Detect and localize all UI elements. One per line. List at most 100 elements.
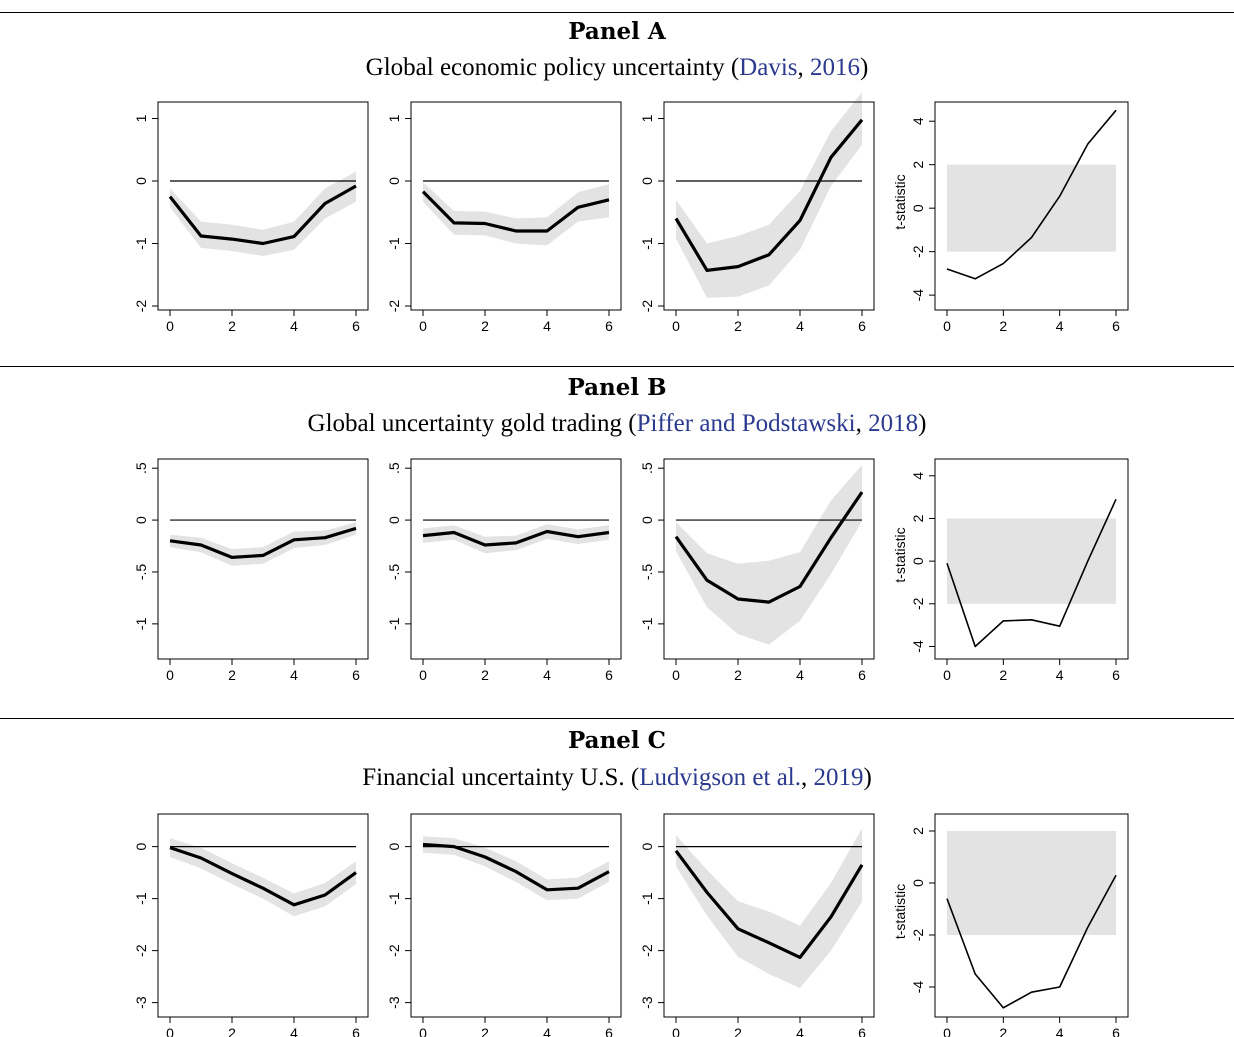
x-tick-label: 2 <box>734 667 742 683</box>
x-tick-label: 6 <box>605 667 613 683</box>
chart-7: 0 2 4 6 .5 0 -.5 -1 <box>639 458 875 683</box>
x-tick-label: 0 <box>672 667 680 683</box>
y-tick-label: -1 <box>386 617 402 630</box>
y-tick-label: -1 <box>133 892 149 905</box>
x-tick-label: 0 <box>943 667 951 683</box>
y-tick-label: 0 <box>910 204 926 212</box>
y-tick-label: 0 <box>639 177 655 185</box>
x-tick-label: 2 <box>228 1025 236 1037</box>
x-tick-label: 4 <box>543 667 551 683</box>
y-tick-label: -.5 <box>386 564 402 581</box>
x-tick-label: 2 <box>999 1025 1007 1037</box>
chart-12: 0 2 4 6 2 0 -2 -4 t-statistic <box>892 813 1129 1037</box>
plot-frame <box>934 813 1129 1018</box>
plot-frame <box>663 813 875 1018</box>
panel-b-subtitle: Global uncertainty gold trading (Piffer … <box>0 410 1234 438</box>
confidence-band <box>676 465 862 645</box>
y-tick-label: 2 <box>910 514 926 522</box>
x-tick-label: 0 <box>166 318 174 334</box>
x-tick-label: 6 <box>352 1025 360 1037</box>
plot-frame <box>410 458 622 660</box>
y-tick-label: -1 <box>639 617 655 630</box>
x-tick-label: 6 <box>352 667 360 683</box>
chart-9: 0 2 4 6 0 -1 -2 -3 <box>133 813 369 1037</box>
y-tick-label: -.5 <box>133 564 149 581</box>
y-tick-label: 1 <box>639 114 655 122</box>
y-tick-label: -2 <box>910 245 926 258</box>
y-tick-label: -3 <box>386 996 402 1009</box>
panel-c-subtitle-text: Financial uncertainty U.S. ( <box>362 764 640 791</box>
y-tick-label: -4 <box>910 640 926 653</box>
y-tick-label: -2 <box>386 300 402 313</box>
plot-frame <box>157 101 369 311</box>
panel-c-title: Panel C <box>568 727 666 754</box>
x-tick-label: 0 <box>166 667 174 683</box>
panel-b-citation-author[interactable]: Piffer and Podstawski <box>636 410 856 437</box>
chart-2: 0 2 4 6 1 0 -1 -2 <box>386 101 622 334</box>
x-tick-label: 0 <box>419 667 427 683</box>
y-tick-label: -2 <box>639 300 655 313</box>
chart-11: 0 2 4 6 0 -1 -2 -3 <box>639 813 875 1037</box>
y-axis-label: t-statistic <box>892 884 908 939</box>
panel-a-citation-year[interactable]: 2016 <box>810 54 860 81</box>
significance-band <box>947 164 1116 252</box>
x-tick-label: 0 <box>672 1025 680 1037</box>
y-tick-label: 1 <box>133 114 149 122</box>
y-tick-label: .5 <box>386 462 402 474</box>
x-tick-label: 0 <box>419 318 427 334</box>
y-tick-label: 0 <box>386 177 402 185</box>
x-tick-label: 6 <box>1112 1025 1120 1037</box>
plot-frame <box>934 101 1129 311</box>
x-tick-label: 4 <box>796 318 804 334</box>
x-tick-label: 6 <box>858 667 866 683</box>
panel-b-subtitle-sep: , <box>855 410 869 437</box>
x-tick-label: 6 <box>1112 318 1120 334</box>
x-tick-label: 2 <box>481 1025 489 1037</box>
panel-c-subtitle: Financial uncertainty U.S. (Ludvigson et… <box>0 764 1234 792</box>
panel-b-citation-year[interactable]: 2018 <box>868 410 919 437</box>
x-tick-label: 2 <box>999 667 1007 683</box>
x-tick-label: 0 <box>943 318 951 334</box>
y-tick-label: -2 <box>386 944 402 957</box>
y-tick-label: 1 <box>386 114 402 122</box>
y-tick-label: -1 <box>133 237 149 250</box>
x-tick-label: 4 <box>543 318 551 334</box>
x-tick-label: 6 <box>605 1025 613 1037</box>
panel-b-subtitle-close: ) <box>918 410 927 437</box>
chart-5: 0 2 4 6 .5 0 -.5 -1 <box>133 458 369 683</box>
confidence-band <box>170 838 356 917</box>
panel-a-title: Panel A <box>568 18 666 45</box>
chart-4: 0 2 4 6 4 2 0 -2 -4 t-statistic <box>892 101 1129 334</box>
panel-c-subtitle-close: ) <box>863 764 872 791</box>
confidence-band <box>676 92 862 298</box>
y-tick-label: -1 <box>386 892 402 905</box>
x-tick-label: 4 <box>796 667 804 683</box>
panel-c-citation-year[interactable]: 2019 <box>813 764 864 791</box>
x-tick-label: 0 <box>672 318 680 334</box>
x-tick-label: 4 <box>796 1025 804 1037</box>
chart-10: 0 2 4 6 0 -1 -2 -3 <box>386 813 622 1037</box>
panel-a-citation-author[interactable]: Davis <box>739 54 798 81</box>
x-tick-label: 4 <box>290 667 298 683</box>
y-tick-label: -1 <box>133 617 149 630</box>
x-tick-label: 6 <box>605 318 613 334</box>
y-tick-label: .5 <box>639 462 655 474</box>
y-tick-label: -3 <box>133 996 149 1009</box>
panel-c-citation-author[interactable]: Ludvigson et al. <box>639 764 801 791</box>
y-tick-label: -4 <box>910 289 926 302</box>
x-tick-label: 2 <box>228 667 236 683</box>
panel-b-title: Panel B <box>567 374 667 401</box>
y-tick-label: 0 <box>386 842 402 850</box>
panel-c-subtitle-sep: , <box>800 764 814 791</box>
panel-a-subtitle-close: ) <box>860 54 869 81</box>
y-tick-label: -1 <box>639 892 655 905</box>
y-tick-label: -2 <box>910 597 926 610</box>
panel-a-subtitle-text: Global economic policy uncertainty ( <box>365 54 740 81</box>
y-tick-label: 0 <box>639 516 655 524</box>
plot-frame <box>663 101 875 311</box>
confidence-band <box>676 828 862 988</box>
y-tick-label: 0 <box>133 516 149 524</box>
x-tick-label: 4 <box>1056 1025 1064 1037</box>
plot-frame <box>410 813 622 1018</box>
y-tick-label: 0 <box>639 842 655 850</box>
